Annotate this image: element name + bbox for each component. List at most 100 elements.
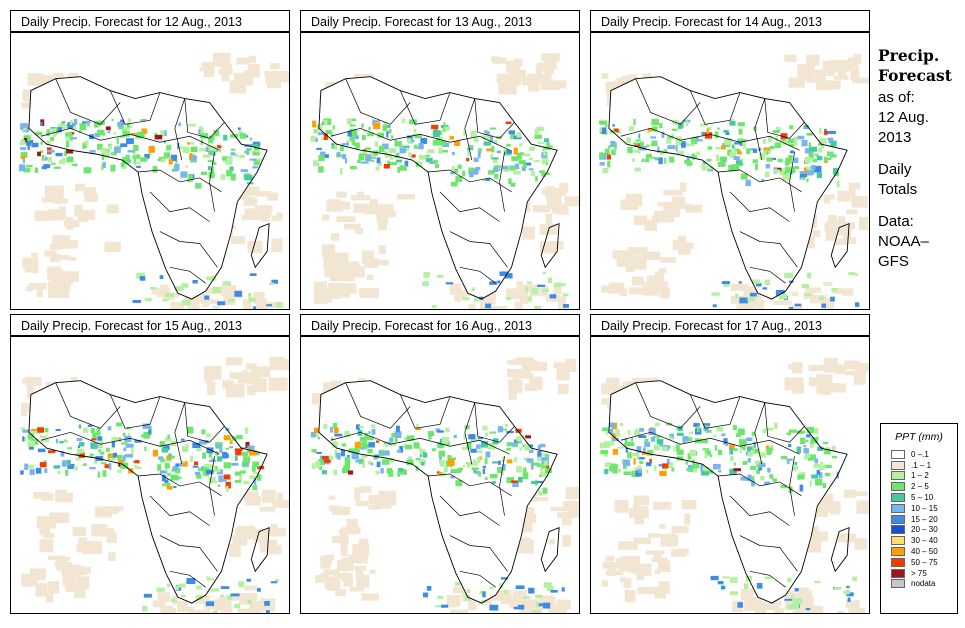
- legend-item: 10 – 15: [881, 503, 957, 514]
- precip-cell: [214, 442, 223, 447]
- precip-cell: [413, 442, 420, 449]
- precip-cell: [438, 472, 442, 476]
- precip-cell: [771, 157, 777, 160]
- precip-cell: [513, 457, 517, 463]
- precip-cell: [731, 164, 740, 171]
- precip-cell: [102, 470, 107, 477]
- precip-cell: [512, 170, 521, 175]
- precip-cell: [846, 592, 854, 597]
- precip-cell: [397, 470, 400, 477]
- precip-cell: [479, 590, 484, 595]
- dry-patch: [355, 227, 364, 234]
- dry-patch: [232, 535, 241, 545]
- precip-cell: [606, 154, 611, 160]
- dry-patch: [850, 68, 860, 81]
- dry-patch: [826, 382, 840, 391]
- precip-cell: [740, 173, 748, 180]
- precip-cell: [330, 130, 333, 137]
- country-border: [689, 90, 741, 125]
- precip-cell: [132, 299, 142, 303]
- dry-patch: [49, 512, 70, 524]
- dry-patch: [744, 600, 756, 611]
- dry-patch: [823, 281, 833, 287]
- precip-cell: [142, 423, 151, 429]
- precip-cell: [129, 126, 133, 129]
- precip-cell: [796, 430, 804, 435]
- precip-cell: [164, 130, 167, 136]
- precip-cell: [316, 451, 322, 454]
- legend-label: 50 – 75: [911, 557, 938, 567]
- precip-cell: [491, 461, 499, 464]
- precip-cell: [207, 159, 215, 162]
- precip-cell: [177, 583, 186, 588]
- precip-cell: [440, 149, 448, 153]
- precip-cell: [230, 173, 236, 181]
- dry-patch: [336, 191, 347, 198]
- precip-cell: [79, 442, 85, 447]
- dry-patch: [467, 600, 477, 611]
- precip-cell: [791, 603, 799, 610]
- precip-cell: [470, 130, 477, 138]
- precip-cell: [212, 162, 217, 165]
- precip-cell: [766, 157, 773, 162]
- legend-swatch: [891, 525, 905, 535]
- precip-cell: [110, 454, 113, 458]
- dry-patch: [249, 600, 263, 613]
- precip-cell: [341, 449, 345, 457]
- dry-patch: [151, 287, 160, 295]
- dry-patch: [221, 70, 230, 82]
- precip-cell: [215, 444, 222, 449]
- precip-cell: [786, 458, 793, 461]
- dry-patch: [47, 209, 64, 221]
- precip-cell: [334, 145, 338, 151]
- precip-cell: [825, 464, 832, 469]
- precip-cell: [420, 138, 428, 144]
- precip-cell: [493, 167, 499, 173]
- precip-cell: [190, 142, 195, 145]
- precip-cell: [632, 142, 639, 145]
- precip-cell: [760, 475, 765, 481]
- precip-cell: [23, 167, 31, 173]
- dry-patch: [212, 305, 221, 309]
- precip-cell: [820, 461, 824, 465]
- precip-cell: [505, 297, 512, 301]
- precip-cell: [439, 456, 442, 464]
- precip-cell: [739, 297, 749, 304]
- dry-patch: [260, 211, 270, 222]
- precip-cell: [497, 280, 501, 284]
- precip-cell: [198, 129, 201, 135]
- precip-cell: [498, 165, 501, 172]
- precip-cell: [447, 455, 452, 461]
- precip-cell: [780, 455, 788, 460]
- dry-patch: [562, 534, 571, 547]
- precip-cell: [438, 450, 446, 457]
- precip-cell: [444, 466, 448, 473]
- precip-cell: [508, 130, 516, 135]
- precip-cell: [658, 464, 662, 467]
- precip-cell: [485, 131, 490, 135]
- precip-cell: [158, 456, 164, 460]
- precip-cell: [646, 131, 651, 134]
- precip-cell: [210, 148, 214, 155]
- precip-cell: [526, 458, 534, 463]
- dry-patch: [563, 501, 579, 512]
- precip-cell: [206, 447, 214, 454]
- precip-cell: [165, 293, 175, 298]
- precip-cell: [541, 160, 547, 165]
- precip-cell: [54, 127, 59, 134]
- dry-patch: [480, 298, 492, 309]
- precip-cell: [249, 158, 257, 161]
- precip-cell: [814, 427, 819, 434]
- precip-cell: [160, 130, 165, 137]
- precip-cell: [244, 427, 249, 434]
- precip-cell: [40, 141, 43, 145]
- country-border: [499, 152, 505, 212]
- precip-cell: [776, 126, 781, 132]
- dry-patch: [360, 288, 380, 296]
- dry-patch: [233, 72, 254, 86]
- precip-cell: [70, 125, 77, 131]
- dry-patch: [843, 237, 857, 244]
- precip-cell: [489, 281, 497, 285]
- dry-patch: [260, 506, 276, 512]
- dry-patch: [355, 570, 364, 580]
